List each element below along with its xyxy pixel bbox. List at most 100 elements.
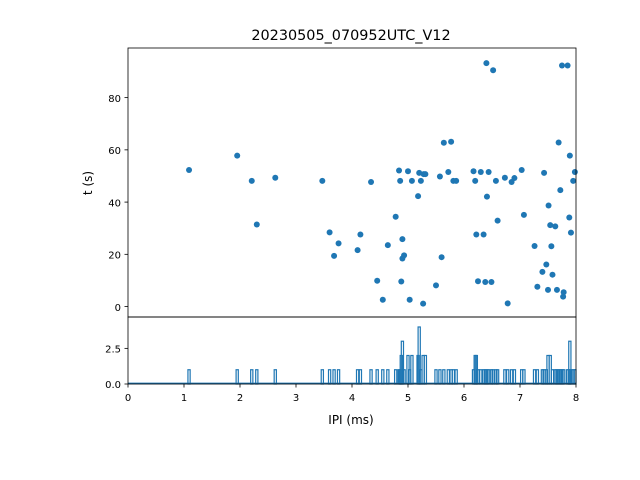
histogram-bar <box>454 369 458 385</box>
scatter-point <box>485 169 492 176</box>
scatter-point <box>398 278 405 285</box>
scatter-point <box>553 286 560 293</box>
scatter-point <box>520 211 527 218</box>
histogram-bar <box>250 369 254 385</box>
histogram-y-ticks: 0.0 2.5 <box>105 345 128 391</box>
scatter-point <box>453 177 460 184</box>
scatter-point <box>445 169 452 176</box>
scatter-point <box>374 277 381 284</box>
scatter-point <box>440 139 447 146</box>
scatter-point <box>392 213 399 220</box>
scatter-point <box>331 252 338 259</box>
scatter-point <box>406 296 413 303</box>
scatter-point <box>368 178 375 185</box>
x-tick-label: 3 <box>293 393 299 404</box>
scatter-point <box>401 252 408 259</box>
histogram-bar <box>503 369 507 385</box>
scatter-point <box>567 229 574 236</box>
scatter-point <box>472 177 479 184</box>
histogram-bar <box>522 369 526 385</box>
y-tick-label: 0.0 <box>105 380 121 391</box>
scatter-point <box>501 174 508 181</box>
scatter-point <box>571 169 578 176</box>
scatter-point <box>326 229 333 236</box>
scatter-point <box>396 167 403 174</box>
scatter-point <box>248 177 255 184</box>
scatter-point <box>534 283 541 290</box>
histogram-bar <box>442 369 446 385</box>
histogram-bar <box>535 369 540 385</box>
histogram-bar <box>381 369 385 385</box>
scatter-point <box>557 187 564 194</box>
histogram-bar <box>423 354 428 385</box>
histogram-bar <box>327 369 332 385</box>
y-tick-label: 0 <box>115 303 121 314</box>
scatter-point <box>357 231 364 238</box>
scatter-point <box>420 300 427 307</box>
scatter-y-ticks: 0 20 40 60 80 <box>108 94 128 314</box>
histogram-bar <box>187 369 191 385</box>
scatter-point <box>473 231 480 238</box>
scatter-point <box>234 152 241 159</box>
scatter-point <box>560 293 567 300</box>
scatter-point <box>415 193 422 200</box>
scatter-point <box>549 271 556 278</box>
scatter-points <box>186 60 578 307</box>
histogram-bar <box>273 369 277 385</box>
histogram-bar <box>355 369 360 385</box>
y-axis-label: t (s) <box>81 171 95 195</box>
histogram-axes-frame <box>127 316 577 385</box>
histogram-bar <box>512 369 517 385</box>
x-tick-label: 8 <box>573 393 579 404</box>
histogram-bar <box>410 354 414 385</box>
scatter-point <box>488 279 495 285</box>
scatter-point <box>564 62 571 69</box>
scatter-point <box>433 282 439 289</box>
histogram-bar <box>505 369 510 385</box>
scatter-point <box>511 175 518 182</box>
scatter-point <box>492 177 499 184</box>
scatter-point <box>482 279 489 285</box>
histogram-bar <box>375 369 379 385</box>
scatter-point <box>545 202 552 209</box>
scatter-panel: 0 20 40 60 80 20230505_070952UTC_V12 t (s) <box>81 28 578 318</box>
scatter-point <box>547 222 554 229</box>
histogram-bar <box>255 369 259 385</box>
histogram-bar <box>509 369 514 385</box>
scatter-point <box>483 60 490 67</box>
scatter-point <box>436 173 443 180</box>
scatter-point <box>408 177 415 184</box>
histogram-bar <box>550 369 555 385</box>
histogram-bar <box>336 369 341 385</box>
x-tick-label: 4 <box>349 393 355 404</box>
scatter-point <box>448 138 455 145</box>
scatter-point <box>319 177 326 184</box>
scatter-point <box>545 286 551 293</box>
histogram-bar <box>332 369 336 385</box>
scatter-point <box>570 177 577 184</box>
y-tick-label: 40 <box>108 198 121 209</box>
scatter-point <box>504 300 511 307</box>
scatter-point <box>555 139 562 146</box>
histogram-bar <box>446 369 451 385</box>
x-tick-label: 2 <box>237 393 243 404</box>
x-tick-label: 7 <box>517 393 523 404</box>
scatter-point <box>566 214 573 221</box>
scatter-point <box>272 174 279 181</box>
scatter-point <box>475 278 481 285</box>
scatter-point <box>186 166 193 173</box>
y-tick-label: 20 <box>108 251 121 262</box>
histogram-bar <box>451 369 456 385</box>
chart-title: 20230505_070952UTC_V12 <box>251 28 450 44</box>
scatter-point <box>438 254 445 261</box>
histogram-bar <box>532 369 537 385</box>
x-axis-label: IPI (ms) <box>328 413 373 427</box>
scatter-point <box>560 289 567 296</box>
scatter-point <box>552 223 559 230</box>
histogram-bar <box>393 369 398 385</box>
scatter-point <box>335 240 342 247</box>
x-tick-label: 1 <box>181 393 187 404</box>
histogram-x-ticks: 0 1 2 3 4 5 6 7 8 <box>125 384 579 404</box>
x-tick-label: 6 <box>461 393 467 404</box>
x-tick-label: 5 <box>405 393 411 404</box>
